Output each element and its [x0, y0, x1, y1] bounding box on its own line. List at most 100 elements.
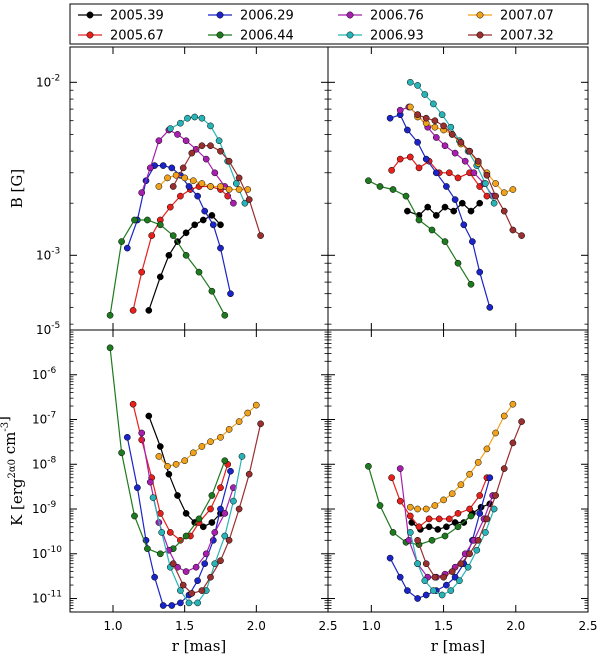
legend-entry-2006-93: 2006.93	[338, 29, 424, 44]
legend-entry-2005-39: 2005.39	[78, 9, 164, 24]
legend-entry-2006-29: 2006.29	[208, 9, 294, 24]
data-point	[189, 177, 197, 185]
data-point	[500, 465, 508, 472]
data-point	[194, 599, 201, 607]
data-point	[199, 216, 207, 224]
data-point	[406, 503, 414, 511]
data-point	[440, 496, 447, 504]
data-point	[198, 142, 206, 150]
data-point	[476, 268, 484, 276]
data-point	[414, 111, 421, 119]
axis-labels: 10-3 10-2 10-5 10-11 10-10 10-9 10-8 10-7 10-6 1.…	[0, 73, 598, 655]
data-point	[461, 157, 469, 165]
data-point	[388, 166, 395, 174]
legend-entry-2005-67: 2005.67	[78, 29, 164, 44]
data-point	[202, 155, 210, 163]
data-point	[195, 515, 203, 523]
data-point	[447, 587, 455, 594]
data-point	[509, 439, 517, 447]
data-point	[188, 149, 196, 157]
data-point	[466, 550, 473, 558]
data-point	[483, 171, 491, 179]
data-point	[500, 412, 508, 420]
data-point	[365, 462, 372, 470]
data-point	[189, 449, 197, 457]
x-tick-label: 2.5	[318, 619, 337, 633]
data-point	[217, 244, 224, 252]
series-B-right-2005-39	[404, 199, 484, 219]
data-point	[443, 183, 450, 190]
legend-label: 2006.76	[370, 9, 424, 24]
data-point	[457, 481, 465, 489]
data-point	[221, 532, 229, 540]
data-point	[483, 445, 491, 453]
data-point	[191, 113, 199, 121]
data-point	[445, 169, 453, 177]
plot-data	[106, 78, 525, 609]
data-point	[149, 494, 157, 501]
data-point	[235, 505, 243, 513]
series-K-right-2005-67	[388, 474, 491, 531]
data-point	[217, 183, 224, 190]
data-point	[158, 529, 166, 536]
data-point	[169, 232, 177, 239]
data-point	[145, 412, 153, 420]
data-point	[450, 207, 458, 215]
data-point	[177, 599, 184, 607]
panel-B-right	[365, 78, 525, 311]
data-point	[244, 409, 252, 417]
data-point	[447, 123, 455, 131]
data-point	[207, 142, 214, 150]
data-point	[440, 573, 447, 581]
data-point	[451, 573, 459, 581]
data-point	[438, 111, 446, 119]
data-point	[406, 78, 414, 86]
data-point	[241, 199, 249, 207]
data-point	[443, 581, 450, 589]
data-point	[492, 180, 499, 187]
data-point	[421, 91, 429, 98]
data-point	[202, 550, 210, 558]
data-point	[146, 478, 154, 486]
data-point	[207, 573, 214, 581]
data-point	[257, 420, 264, 428]
data-point	[155, 137, 163, 145]
series-K-right-2007-07	[406, 400, 517, 513]
x-axis-title: r [mas]	[172, 637, 227, 655]
data-point	[492, 492, 499, 499]
data-point	[441, 532, 449, 540]
x-tick-label: 1.5	[434, 619, 453, 633]
data-point	[164, 462, 171, 470]
data-point	[396, 497, 404, 505]
x-axis-title: r [mas]	[431, 637, 486, 655]
data-point	[194, 192, 201, 200]
data-point	[404, 587, 411, 594]
data-point	[464, 563, 472, 571]
data-point	[166, 125, 174, 132]
data-point	[443, 523, 450, 531]
data-point	[434, 526, 442, 533]
data-point	[211, 169, 219, 177]
data-point	[456, 577, 463, 585]
data-point	[174, 492, 181, 499]
data-point	[474, 536, 482, 544]
panel-K-right	[365, 400, 525, 602]
data-point	[235, 174, 243, 182]
data-point	[245, 470, 253, 478]
data-point	[486, 474, 494, 482]
series-B-right-2006-44	[365, 177, 475, 288]
data-point	[146, 164, 154, 172]
data-point	[415, 164, 423, 172]
data-point	[440, 122, 447, 130]
x-tick-label: 1.0	[103, 619, 122, 633]
data-point	[482, 529, 489, 536]
data-point	[208, 212, 216, 219]
data-point	[221, 510, 229, 517]
data-point	[159, 162, 167, 169]
data-point	[138, 189, 146, 197]
data-point	[451, 196, 459, 203]
legend-marker	[216, 31, 224, 39]
data-point	[156, 550, 164, 558]
data-point	[217, 484, 224, 492]
y-tick-label: 10-7	[32, 411, 56, 427]
